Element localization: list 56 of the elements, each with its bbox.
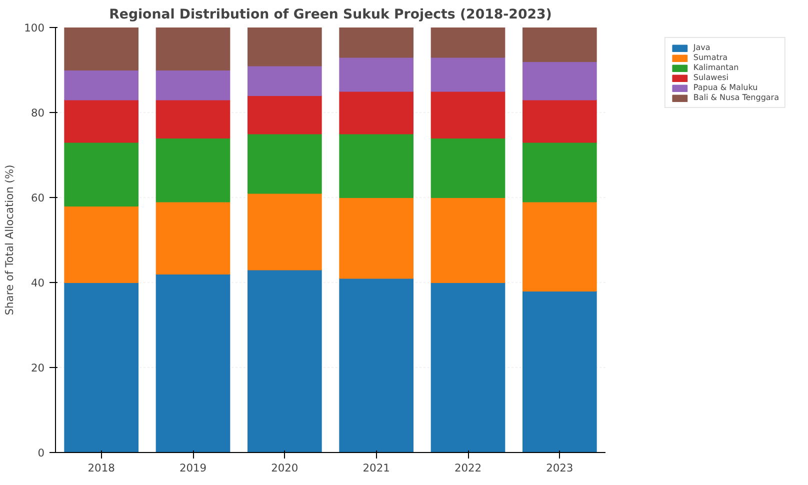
- y-tick-label: 20: [30, 362, 45, 374]
- legend-label: Sumatra: [693, 53, 728, 62]
- bar: [430, 28, 506, 58]
- bar: [339, 197, 414, 279]
- bar: [156, 70, 230, 100]
- y-tick-label: 100: [24, 22, 45, 34]
- bar: [522, 201, 597, 292]
- x-tick-label: 2020: [271, 462, 298, 474]
- legend-label: Sulawesi: [693, 73, 729, 82]
- bar: [248, 133, 322, 194]
- legend-label: Papua & Maluku: [693, 83, 758, 92]
- bar: [522, 61, 597, 100]
- bar: [522, 28, 597, 62]
- bar: [339, 56, 414, 92]
- bar: [156, 99, 230, 138]
- x-tick-label: 2023: [546, 462, 574, 474]
- x-tick-label: 2022: [454, 462, 482, 474]
- y-tick-label: 60: [30, 192, 45, 204]
- bar: [430, 90, 506, 138]
- bar: [64, 70, 138, 100]
- y-tick-label: 0: [38, 446, 45, 460]
- bar: [156, 274, 230, 452]
- y-axis-title: Share of Total Allocation (%): [3, 164, 16, 316]
- y-tick-label: 40: [30, 276, 45, 290]
- bar: [156, 138, 230, 202]
- chart-title: Regional Distribution of Green Sukuk Projects (2018-2023): [109, 8, 552, 22]
- bar: [156, 201, 230, 274]
- bar: [339, 90, 414, 134]
- bar: [522, 99, 597, 143]
- bar: [248, 269, 322, 452]
- x-tick-label: 2018: [88, 462, 116, 474]
- bar: [430, 56, 506, 92]
- legend-label: Kalimantan: [693, 63, 739, 72]
- bar: [430, 138, 506, 198]
- bar: [64, 142, 138, 206]
- bar: [248, 28, 322, 66]
- bar: [248, 95, 322, 134]
- bar: [430, 197, 506, 283]
- bar: [64, 28, 138, 70]
- bar: [339, 278, 414, 452]
- bar: [248, 65, 322, 96]
- bar: [64, 206, 138, 283]
- bar: [522, 142, 597, 202]
- bar: [339, 28, 414, 58]
- legend-label: Bali & Nusa Tenggara: [693, 93, 779, 102]
- legend-label: Java: [693, 43, 712, 52]
- y-tick-label: 80: [30, 106, 45, 120]
- bar: [430, 282, 506, 452]
- x-tick-label: 2021: [362, 462, 390, 474]
- bar: [339, 133, 414, 198]
- bar: [64, 282, 138, 452]
- x-tick-label: 2019: [179, 462, 207, 474]
- bar: [156, 28, 230, 70]
- bar: [64, 99, 138, 143]
- bar: [522, 290, 597, 452]
- bar: [248, 192, 322, 270]
